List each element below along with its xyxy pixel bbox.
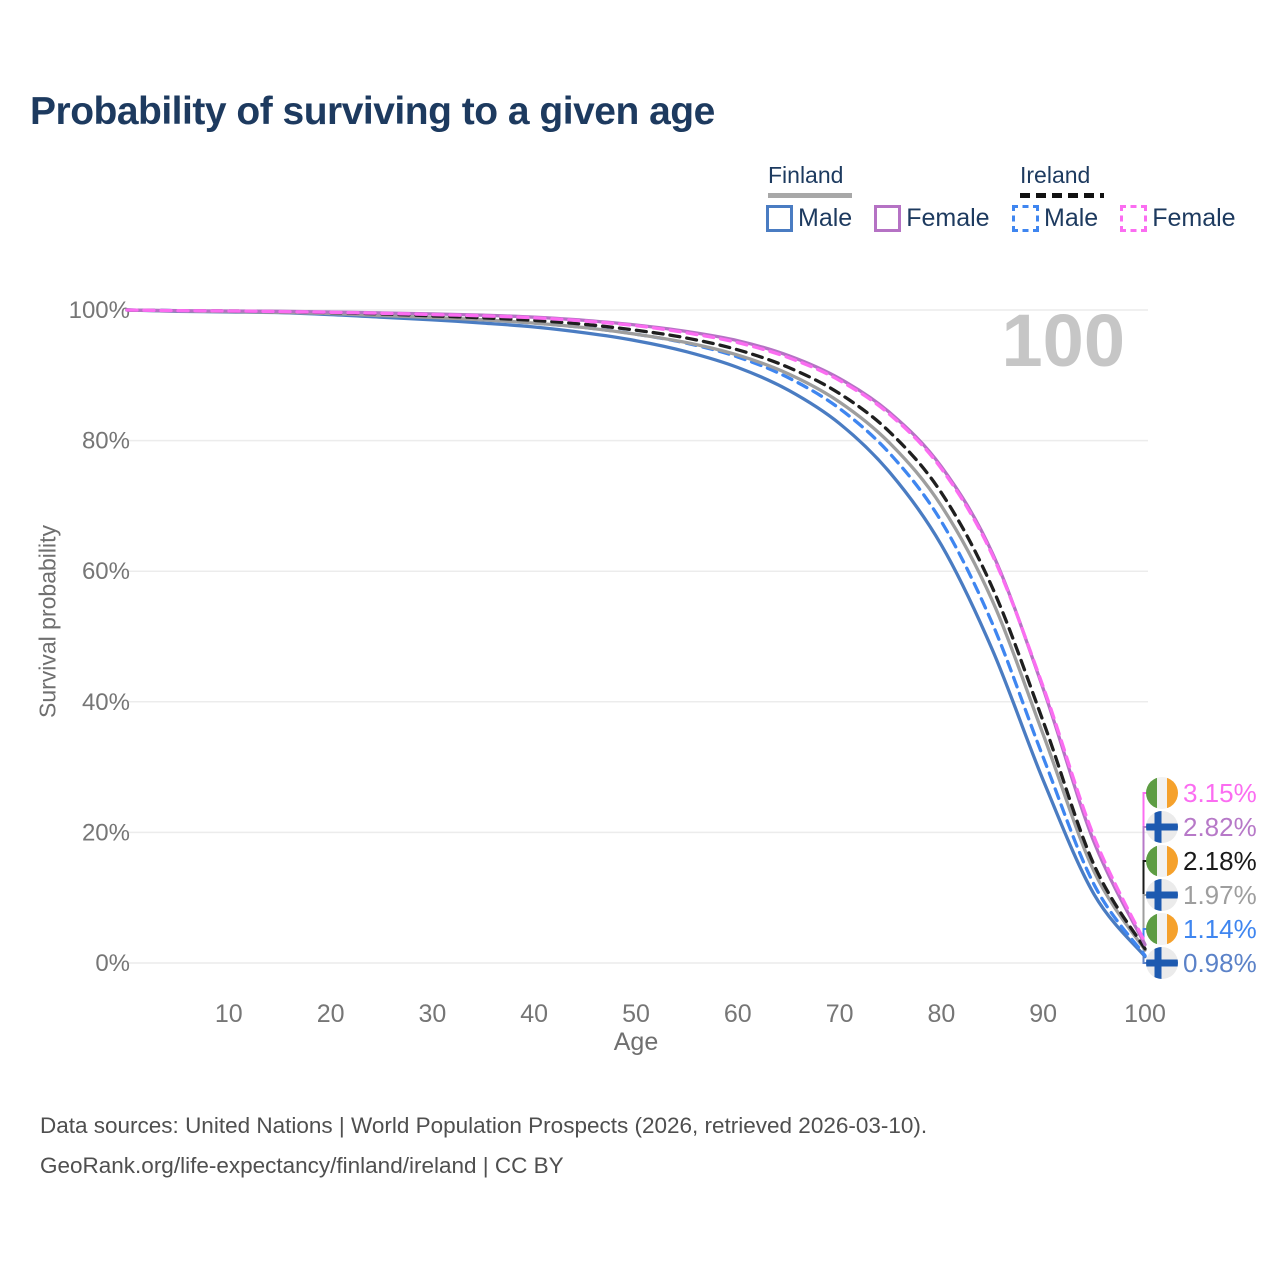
finland-flag-icon — [1146, 947, 1178, 979]
x-tick-label: 20 — [317, 1000, 345, 1028]
legend-entry-ireland-male: Male — [1012, 204, 1098, 233]
curve-finland-female — [125, 308, 1147, 947]
end-label-row: 2.18% — [1146, 845, 1257, 877]
finland-flag-icon — [1146, 811, 1178, 843]
curve-ireland-male — [125, 308, 1147, 958]
ireland-female-swatch-icon — [1120, 205, 1148, 232]
legend-finland-label: Finland — [768, 162, 844, 188]
legend-entry-finland-female: Female — [874, 204, 990, 233]
ireland-dashed-line-sample — [1020, 193, 1104, 198]
end-value-finland-female: 2.82% — [1183, 811, 1257, 842]
end-value-ireland-female: 3.15% — [1183, 777, 1257, 808]
y-tick-label: 100% — [69, 297, 130, 324]
legend-entry-label: Female — [906, 204, 990, 232]
data-source-footer: Data sources: United Nations | World Pop… — [40, 1106, 927, 1186]
end-value-finland-male: 0.98% — [1183, 947, 1257, 978]
finland-male-swatch-icon — [766, 205, 793, 232]
y-tick-label: 40% — [82, 689, 130, 716]
x-tick-label: 80 — [927, 1000, 955, 1028]
survival-curves — [125, 308, 1147, 959]
footer-line-1: Data sources: United Nations | World Pop… — [40, 1113, 928, 1138]
end-value-finland-total: 1.97% — [1183, 879, 1257, 910]
ireland-flag-icon — [1146, 845, 1178, 877]
finland-female-swatch-icon — [874, 205, 902, 232]
end-label-row: 3.15% — [1146, 777, 1257, 809]
x-tick-label: 90 — [1029, 1000, 1057, 1028]
x-axis-title: Age — [614, 1028, 658, 1056]
ireland-flag-icon — [1146, 913, 1178, 945]
legend-ireland-label: Ireland — [1020, 162, 1091, 188]
finland-flag-icon — [1146, 879, 1178, 911]
age-counter-watermark: 100 — [1001, 299, 1125, 382]
y-tick-label: 60% — [82, 558, 130, 585]
legend-group-ireland: Ireland — [1020, 162, 1104, 198]
end-label-row: 0.98% — [1146, 947, 1257, 979]
legend-group-finland: Finland — [768, 162, 852, 198]
legend-entry-label: Female — [1152, 204, 1236, 232]
ireland-male-swatch-icon — [1012, 205, 1039, 232]
y-tick-label: 20% — [82, 819, 130, 846]
x-tick-label: 60 — [724, 1000, 752, 1028]
legend-entry-label: Male — [1044, 204, 1099, 232]
end-label-row: 2.82% — [1146, 811, 1257, 843]
gridlines — [127, 309, 1148, 964]
end-label-row: 1.97% — [1146, 879, 1257, 911]
y-tick-label: 0% — [95, 950, 130, 977]
axis-tick-labels: 100% 80% 60% 40% 20% 0% 10 20 30 40 50 60 70 80 90 100 A… — [69, 297, 1166, 1056]
ireland-flag-icon — [1146, 777, 1178, 809]
legend-entry-finland-male: Male — [766, 204, 852, 233]
curve-finland-male — [125, 308, 1147, 959]
curve-ireland-female — [125, 308, 1147, 945]
legend-entry-ireland-female: Female — [1120, 204, 1236, 233]
y-tick-label: 80% — [82, 428, 130, 455]
legend-row-ireland: Male Female — [1012, 204, 1258, 233]
x-tick-label: 30 — [418, 1000, 446, 1028]
end-label-row: 1.14% — [1146, 913, 1257, 945]
x-tick-label: 40 — [520, 1000, 548, 1028]
curve-finland-total — [125, 308, 1147, 952]
x-tick-label: 50 — [622, 1000, 650, 1028]
x-tick-label: 70 — [826, 1000, 854, 1028]
x-tick-label: 100 — [1124, 1000, 1166, 1028]
legend-row-finland: Male Female — [766, 204, 1012, 233]
end-value-ireland-male: 1.14% — [1183, 913, 1257, 944]
curve-ireland-total — [125, 308, 1147, 951]
end-value-ireland-total: 2.18% — [1183, 845, 1257, 876]
x-tick-label: 10 — [215, 1000, 243, 1028]
finland-solid-line-sample — [768, 193, 852, 198]
page-title: Probability of surviving to a given age — [30, 90, 715, 133]
footer-line-2: GeoRank.org/life-expectancy/finland/irel… — [40, 1153, 564, 1178]
legend-entry-label: Male — [798, 204, 853, 232]
